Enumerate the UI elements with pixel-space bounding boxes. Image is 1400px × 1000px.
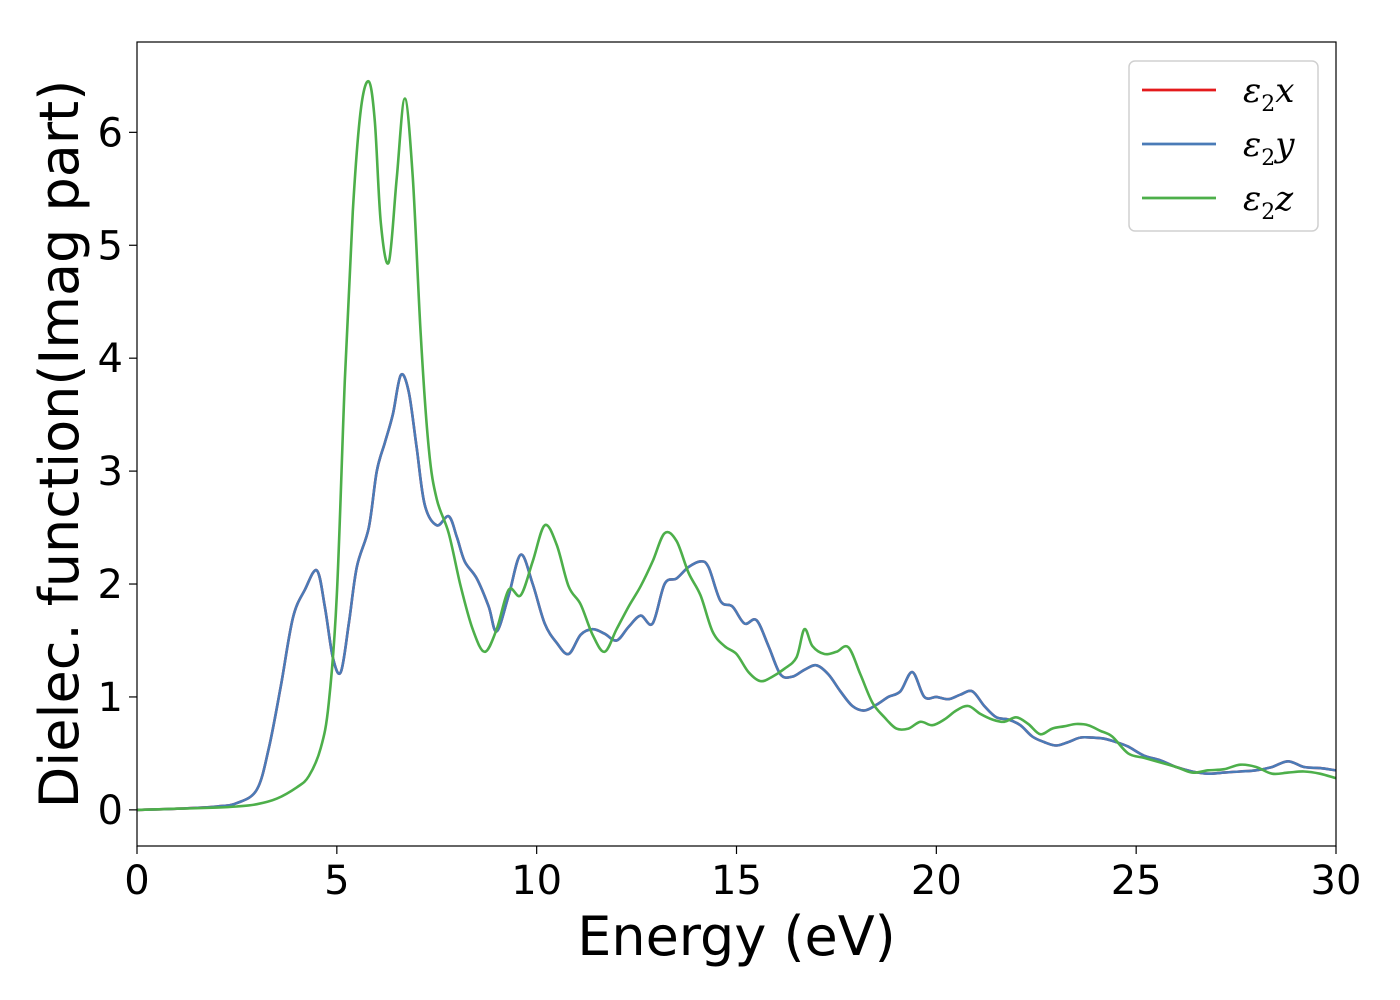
series-line-y	[137, 372, 1336, 812]
legend-item-x: ε2x	[1142, 71, 1294, 117]
x-tick-label: 30	[1311, 858, 1362, 904]
series-line-z	[137, 79, 1336, 812]
legend-label: ε2x	[1243, 71, 1294, 117]
legend-label: ε2z	[1243, 179, 1294, 225]
y-tick-label: 5	[98, 223, 123, 269]
y-tick-label: 3	[98, 449, 123, 495]
legend-label: ε2y	[1243, 125, 1295, 171]
series-line-x	[137, 372, 1336, 812]
series-layer	[137, 79, 1336, 812]
ticks-layer: 0 5 10 15 20 25 30 0 1 2 3 4 5 6	[98, 110, 1362, 904]
x-tick-label: 25	[1111, 858, 1162, 904]
x-tick-label: 5	[324, 858, 349, 904]
y-tick-label: 4	[98, 336, 123, 382]
y-axis-label: Dielec. function(Imag part)	[28, 80, 91, 809]
x-axis-label: Energy (eV)	[577, 905, 896, 968]
x-tick-label: 15	[711, 858, 762, 904]
legend: ε2x ε2y ε2z	[1128, 60, 1319, 232]
x-tick-label: 10	[511, 858, 562, 904]
legend-item-z: ε2z	[1142, 179, 1294, 225]
y-tick-label: 0	[98, 788, 123, 834]
legend-item-y: ε2y	[1142, 125, 1295, 171]
y-tick-label: 1	[98, 675, 123, 721]
legend-box	[1128, 60, 1319, 232]
x-tick-label: 20	[911, 858, 962, 904]
y-tick-label: 2	[98, 562, 123, 608]
x-tick-label: 0	[124, 858, 149, 904]
y-tick-label: 6	[98, 110, 123, 156]
